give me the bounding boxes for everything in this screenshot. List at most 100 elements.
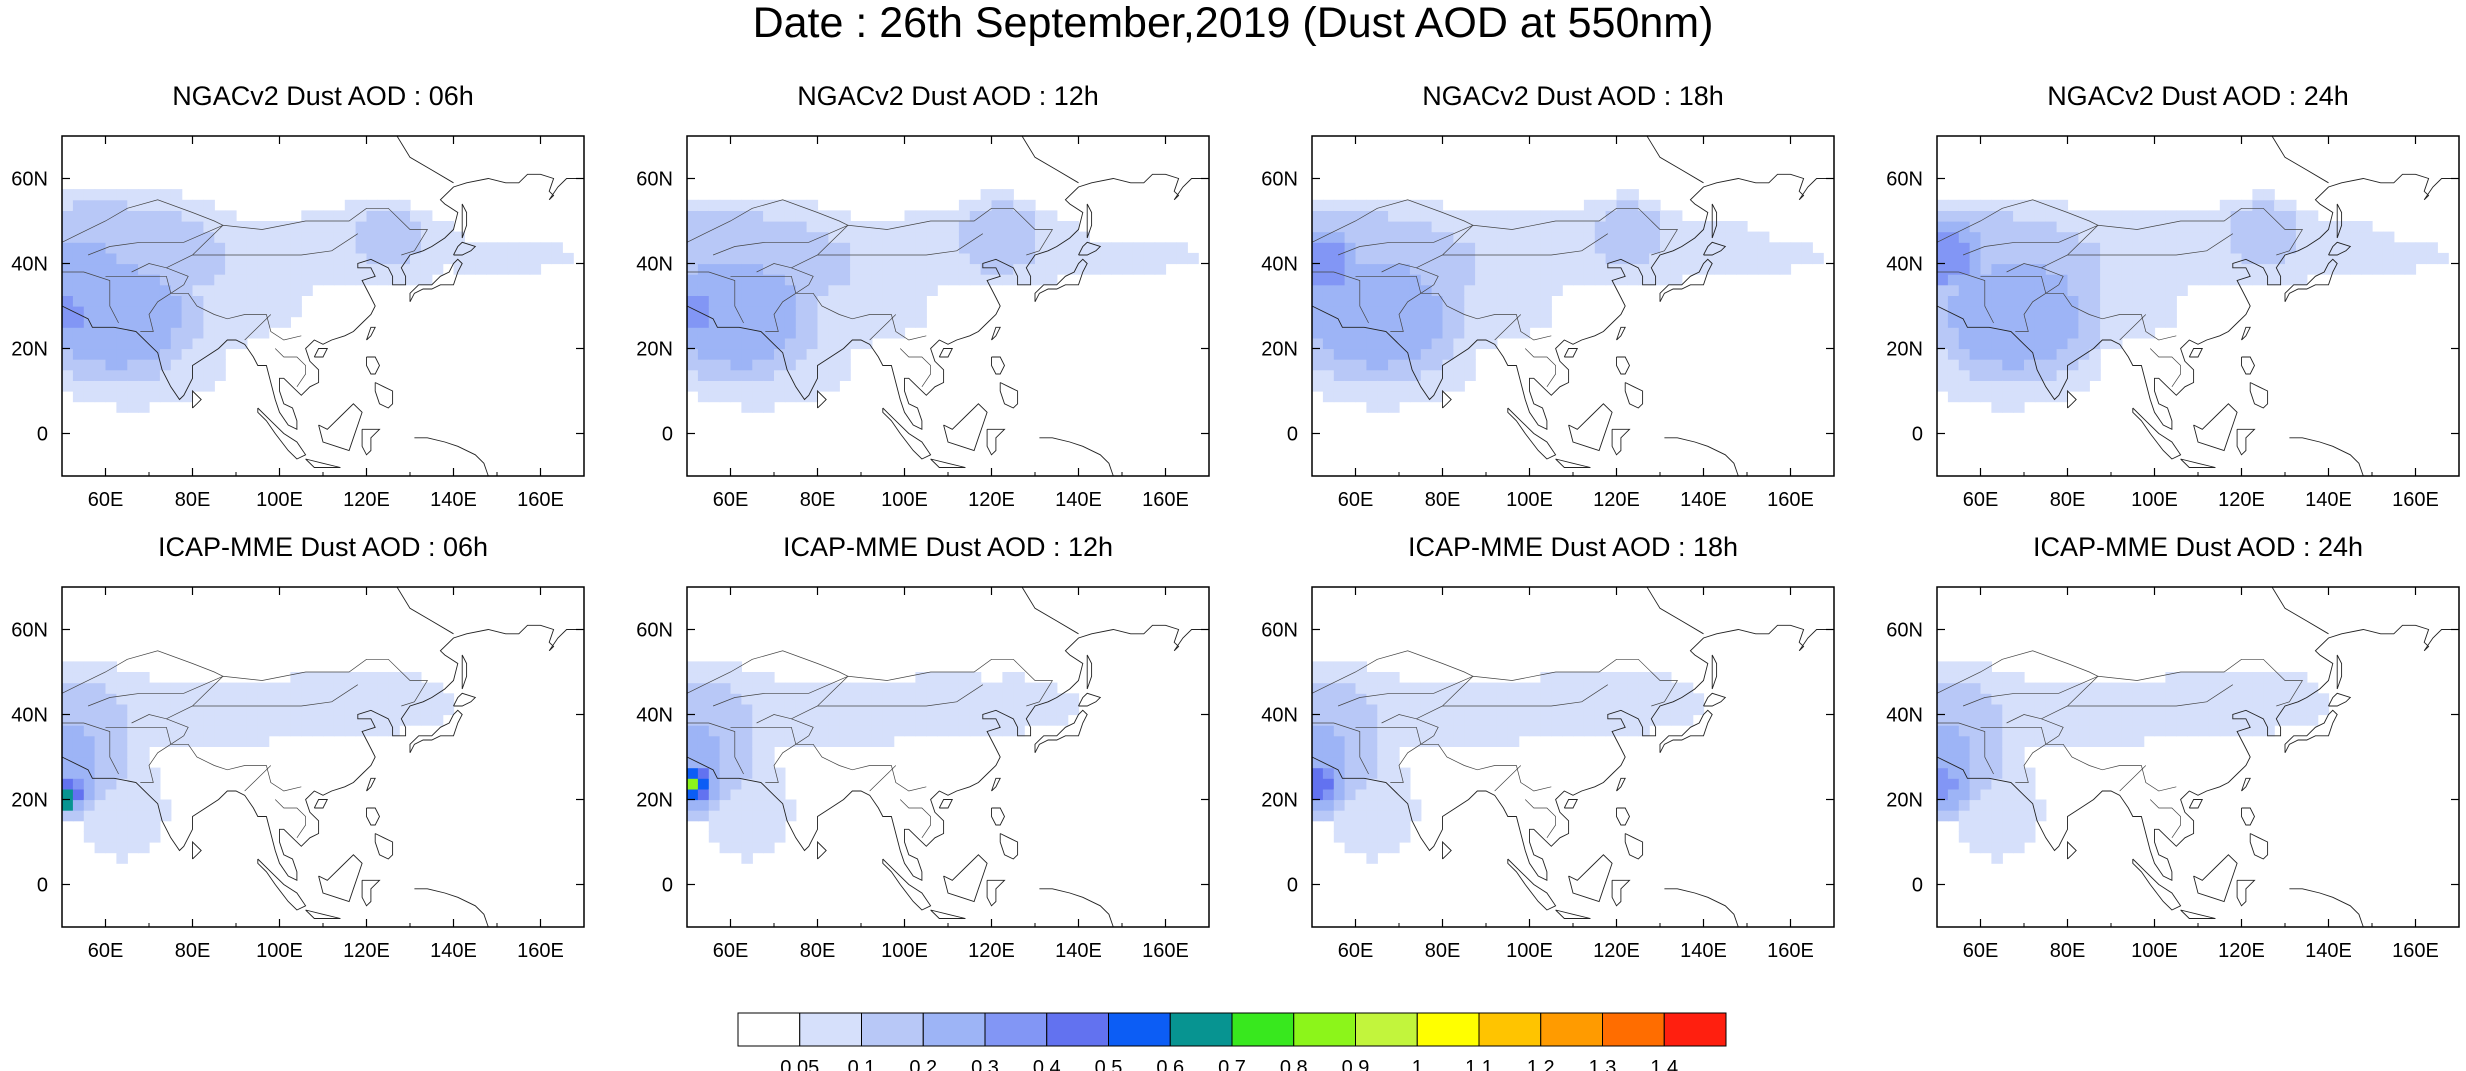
aod-cell <box>708 820 721 832</box>
aod-cell <box>2241 725 2253 737</box>
country-border <box>192 684 358 707</box>
aod-cell <box>486 263 498 275</box>
aod-cell <box>2111 295 2123 307</box>
aod-cell <box>1045 210 1058 222</box>
aod-cell <box>1442 274 1454 286</box>
aod-cell <box>116 306 128 318</box>
aod-cell <box>1024 263 1036 275</box>
aod-cell <box>774 735 786 747</box>
aod-cell <box>926 672 938 684</box>
aod-cell <box>1388 746 1400 758</box>
aod-cell <box>2002 703 2014 716</box>
y-tick-label: 40N <box>1886 705 1923 727</box>
aod-cell <box>442 252 455 265</box>
aod-cell <box>2089 703 2101 716</box>
x-tick-label: 140E <box>1055 940 1102 962</box>
aod-cell <box>72 778 85 790</box>
aod-cell <box>1947 735 1960 747</box>
aod-cell <box>1344 316 1357 328</box>
aod-cell <box>1322 703 1335 716</box>
aod-cell <box>1431 327 1444 339</box>
aod-cell <box>1431 714 1444 726</box>
aod-cell <box>410 682 422 694</box>
aod-cell <box>1529 306 1541 318</box>
aod-cell <box>1583 242 1596 254</box>
coastlines <box>1936 135 2459 477</box>
coastline <box>991 356 1006 375</box>
aod-cell <box>246 693 259 705</box>
aod-cell <box>708 725 721 737</box>
aod-cell <box>94 757 107 769</box>
aod-cell <box>138 316 150 328</box>
aod-cell <box>2295 252 2308 265</box>
colorbar-box <box>984 1012 1048 1047</box>
aod-cell <box>719 263 732 275</box>
aod-cell <box>850 242 862 254</box>
aod-cell <box>246 221 259 233</box>
aod-cell <box>399 242 411 254</box>
aod-cell <box>2100 284 2112 296</box>
aod-cell <box>257 703 270 716</box>
aod-cell <box>94 327 107 339</box>
aod-cell <box>795 693 808 705</box>
aod-cell <box>2067 359 2079 371</box>
aod-cell <box>192 337 204 350</box>
coastline <box>1568 854 1613 903</box>
aod-cell <box>795 306 808 318</box>
aod-cell <box>94 252 107 265</box>
aod-cell <box>1518 284 1531 296</box>
aod-cell <box>828 242 840 254</box>
aod-cell <box>752 316 764 328</box>
aod-cell <box>2002 831 2014 843</box>
aod-cell <box>839 348 851 360</box>
aod-cell <box>192 735 204 747</box>
aod-cell <box>1496 316 1509 328</box>
aod-cell <box>2230 693 2243 705</box>
aod-cell <box>784 735 797 747</box>
aod-cell <box>2230 714 2243 726</box>
aod-cell <box>2002 380 2014 392</box>
aod-cell <box>850 703 862 716</box>
aod-cell <box>991 189 1003 201</box>
main-title: Date : 26th September,2019 (Dust AOD at … <box>752 0 1714 47</box>
aod-cell <box>159 274 172 286</box>
aod-cell <box>1409 693 1422 705</box>
aod-cell <box>1388 703 1400 716</box>
aod-cell <box>763 274 775 286</box>
aod-cell <box>1344 757 1357 769</box>
aod-cell <box>1344 661 1357 673</box>
coastline <box>366 356 381 375</box>
aod-cell <box>2339 263 2351 275</box>
aod-cell <box>2165 274 2177 286</box>
aod-cell <box>2382 263 2395 275</box>
aod-cell <box>2285 263 2297 275</box>
aod-cell <box>1322 306 1335 318</box>
aod-cell <box>323 231 335 243</box>
aod-cell <box>1355 820 1367 832</box>
aod-cell <box>388 274 400 286</box>
aod-cell <box>774 725 786 737</box>
aod-cell <box>708 831 721 843</box>
aod-cell <box>1442 210 1454 222</box>
aod-cell <box>2154 284 2166 296</box>
aod-cell <box>687 327 699 339</box>
coastline <box>1507 407 1557 460</box>
aod-cell <box>138 199 150 211</box>
aod-cell <box>1681 714 1694 726</box>
aod-cell <box>1453 735 1465 747</box>
coastline <box>2236 428 2256 456</box>
aod-cell <box>1333 327 1346 339</box>
aod-cell <box>937 682 949 694</box>
aod-cell <box>431 231 444 243</box>
aod-cell <box>2274 210 2286 222</box>
aod-cell <box>236 231 248 243</box>
aod-cell <box>806 316 819 328</box>
aod-cell <box>893 306 906 318</box>
aod-cell <box>1431 306 1444 318</box>
aod-cell <box>94 735 107 747</box>
aod-cell <box>1333 306 1346 318</box>
aod-cell <box>1399 767 1411 779</box>
aod-cell <box>1969 725 1982 737</box>
aod-cell <box>1035 231 1047 243</box>
aod-cell <box>1991 337 2003 350</box>
